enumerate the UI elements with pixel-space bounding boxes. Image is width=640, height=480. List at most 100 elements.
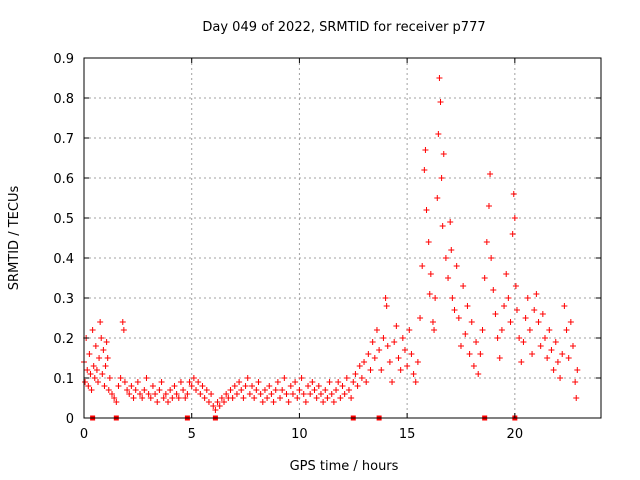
data-point <box>466 351 473 357</box>
data-point <box>401 347 408 353</box>
y-tick-label: 0.2 <box>53 332 74 347</box>
data-point <box>473 339 480 345</box>
data-point <box>341 391 348 397</box>
data-point <box>251 395 258 401</box>
data-point <box>106 375 113 381</box>
data-point <box>457 343 464 349</box>
data-point <box>537 343 544 349</box>
data-point <box>205 399 212 405</box>
data-point <box>365 351 372 357</box>
data-point <box>120 327 127 333</box>
data-point <box>139 395 146 401</box>
x-axis-title: GPS time / hours <box>290 459 399 474</box>
data-point <box>487 171 494 177</box>
data-point <box>86 351 93 357</box>
data-point <box>462 331 469 337</box>
plot-frame <box>83 57 602 419</box>
data-point <box>376 347 383 353</box>
y-tick-label: 0.3 <box>53 292 74 307</box>
data-point <box>548 347 555 353</box>
data-point <box>101 383 108 389</box>
y-axis-title: SRMTID / TECUs <box>7 186 22 291</box>
data-point <box>399 335 406 341</box>
x-tick-label: 5 <box>188 427 196 442</box>
data-point <box>421 167 428 173</box>
data-point <box>182 395 189 401</box>
data-point <box>429 319 436 325</box>
data-point <box>333 387 340 393</box>
data-point <box>134 379 141 385</box>
data-point <box>317 391 324 397</box>
data-point <box>180 387 187 393</box>
data-point <box>184 391 191 397</box>
data-point <box>483 239 490 245</box>
data-point <box>520 339 527 345</box>
data-point <box>100 347 107 353</box>
data-point <box>574 367 581 373</box>
data-point <box>313 395 320 401</box>
data-point <box>546 327 553 333</box>
data-point <box>503 271 510 277</box>
data-point <box>367 367 374 373</box>
data-point <box>348 395 355 401</box>
data-point <box>414 359 421 365</box>
data-point <box>477 351 484 357</box>
data-point <box>447 219 454 225</box>
data-point <box>109 391 116 397</box>
data-point <box>573 395 580 401</box>
data-point <box>432 295 439 301</box>
data-point <box>408 351 415 357</box>
x-tick-labels: 0 5 10 15 20 <box>80 427 523 442</box>
data-point <box>479 327 486 333</box>
data-point <box>541 335 548 341</box>
data-point <box>162 391 169 397</box>
data-point <box>378 367 385 373</box>
data-point <box>496 355 503 361</box>
data-point <box>92 343 99 349</box>
data-point <box>95 379 102 385</box>
data-point <box>395 355 402 361</box>
data-point <box>85 383 92 389</box>
data-point <box>529 351 536 357</box>
data-point <box>236 379 243 385</box>
data-point <box>294 395 301 401</box>
data-point <box>455 315 462 321</box>
data-point <box>554 359 561 365</box>
data-point <box>431 327 438 333</box>
data-point <box>356 363 363 369</box>
data-point <box>216 403 223 409</box>
data-point <box>439 223 446 229</box>
data-point <box>307 391 314 397</box>
data-point <box>214 399 221 405</box>
data-point <box>343 375 350 381</box>
data-point <box>240 395 247 401</box>
data-point <box>544 355 551 361</box>
data-point <box>143 375 150 381</box>
data-point <box>507 319 514 325</box>
data-point <box>154 399 161 405</box>
data-point <box>203 387 210 393</box>
data-point <box>103 339 110 345</box>
data-point <box>563 327 570 333</box>
data-point <box>126 391 133 397</box>
data-point <box>350 379 357 385</box>
data-point <box>406 327 413 333</box>
data-point <box>384 343 391 349</box>
data-point <box>516 335 523 341</box>
axis-ticks <box>83 57 601 419</box>
data-point <box>165 399 172 405</box>
y-tick-labels: 0 0.1 0.2 0.3 0.4 0.5 0.6 0.7 0.8 0.9 <box>53 52 74 427</box>
data-point <box>221 399 228 405</box>
data-point <box>453 263 460 269</box>
data-point <box>152 391 159 397</box>
data-point <box>132 387 139 393</box>
data-point <box>145 391 152 397</box>
x-tick-label: 0 <box>80 427 88 442</box>
data-point <box>354 383 361 389</box>
data-point <box>141 387 148 393</box>
data-point <box>470 363 477 369</box>
data-point <box>531 307 538 313</box>
data-point <box>242 383 249 389</box>
data-point <box>569 343 576 349</box>
